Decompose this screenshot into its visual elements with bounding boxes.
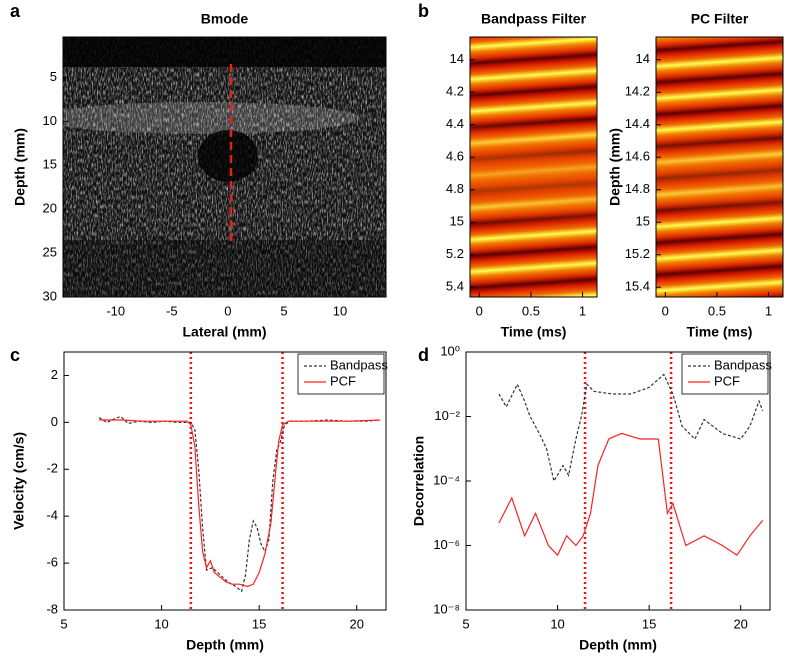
chart-title: PC Filter [691,11,749,27]
y-tick-label: 4.6 [446,149,464,164]
y-axis-label: Decorrelation [411,436,427,526]
x-tick-label: -5 [166,303,178,318]
legend-label: PCF [330,373,356,388]
y-tick-label: 14.2 [625,84,650,99]
y-axis-label: Depth (mm) [607,128,623,206]
bmode-image [40,37,386,297]
legend-box [297,353,385,395]
axes-frame [62,36,387,298]
y-tick-label: 10⁻⁸ [433,601,460,616]
legend-label: Bandpass [330,357,388,372]
series-line [498,432,764,557]
pc-image [656,37,783,297]
y-tick-label: 25 [43,245,57,260]
y-axis-label: Depth (mm) [12,128,28,206]
axes-frame [469,36,598,298]
series-line [99,419,381,588]
series-line [498,373,764,483]
x-tick-label: 1 [579,303,586,318]
y-tick-label: 0 [51,414,58,429]
y-tick-label: 4.8 [446,181,464,196]
axes-frame [63,351,387,611]
plot-area [64,352,386,610]
legend-label: Bandpass [714,357,772,372]
y-tick-label: 5 [50,69,57,84]
x-tick-label: 10 [154,616,168,631]
y-tick-label: 14.4 [625,116,650,131]
y-tick-label: 14 [636,51,650,66]
y-tick-label: 14 [450,51,464,66]
x-tick-label: 5 [280,303,287,318]
y-tick-label: 14.6 [625,149,650,164]
y-tick-label: 4.2 [446,84,464,99]
legend-box [681,353,769,395]
y-tick-label: -4 [46,508,58,523]
x-axis-label: Depth (mm) [579,637,657,653]
y-tick-label: 5.4 [446,279,464,294]
y-tick-label: 5.2 [446,246,464,261]
x-tick-label: 10 [333,303,347,318]
panel-label: b [418,1,429,21]
x-tick-label: 1 [765,303,772,318]
y-tick-label: -8 [46,601,58,616]
y-tick-label: 10⁻⁶ [433,537,460,552]
axes-frame [465,351,771,611]
x-tick-label: 20 [349,616,363,631]
y-tick-label: 15 [43,157,57,172]
y-tick-label: 10⁻⁴ [433,472,460,487]
y-tick-label: 15 [636,214,650,229]
plot-area [466,352,770,610]
x-tick-label: 0 [224,303,231,318]
panel-label: d [418,345,429,365]
y-tick-label: 15.2 [625,246,650,261]
x-tick-label: 0.5 [522,303,540,318]
x-tick-label: 5 [60,616,67,631]
x-tick-label: 15 [252,616,266,631]
y-tick-label: 10⁻² [434,408,460,423]
y-tick-label: 15.4 [625,279,650,294]
panel-label: a [10,1,21,21]
y-tick-label: 30 [43,288,57,303]
y-tick-label: -2 [46,461,58,476]
chart-title: Bmode [201,11,249,27]
x-axis-label: Time (ms) [501,324,567,340]
x-tick-label: 20 [733,616,747,631]
x-tick-label: 10 [550,616,564,631]
x-tick-label: 15 [642,616,656,631]
bandpass-image [470,37,597,297]
x-tick-label: 0.5 [708,303,726,318]
x-axis-label: Time (ms) [687,324,753,340]
x-axis-label: Lateral (mm) [182,324,266,340]
series-line [98,415,381,593]
y-tick-label: 14.8 [625,181,650,196]
y-tick-label: 10⁰ [440,343,460,358]
y-tick-label: 15 [450,214,464,229]
y-tick-label: 2 [51,367,58,382]
axes-frame [655,36,784,298]
x-tick-label: -10 [106,303,125,318]
panel-label: c [10,345,20,365]
legend-label: PCF [714,373,740,388]
y-tick-label: -6 [46,555,58,570]
x-tick-label: 5 [462,616,469,631]
y-axis-label: Velocity (cm/s) [11,432,27,530]
x-axis-label: Depth (mm) [186,637,264,653]
y-tick-label: 4.4 [446,116,464,131]
y-tick-label: 10 [43,113,57,128]
chart-title: Bandpass Filter [481,11,587,27]
x-tick-label: 0 [476,303,483,318]
y-tick-label: 20 [43,201,57,216]
x-tick-label: 0 [662,303,669,318]
